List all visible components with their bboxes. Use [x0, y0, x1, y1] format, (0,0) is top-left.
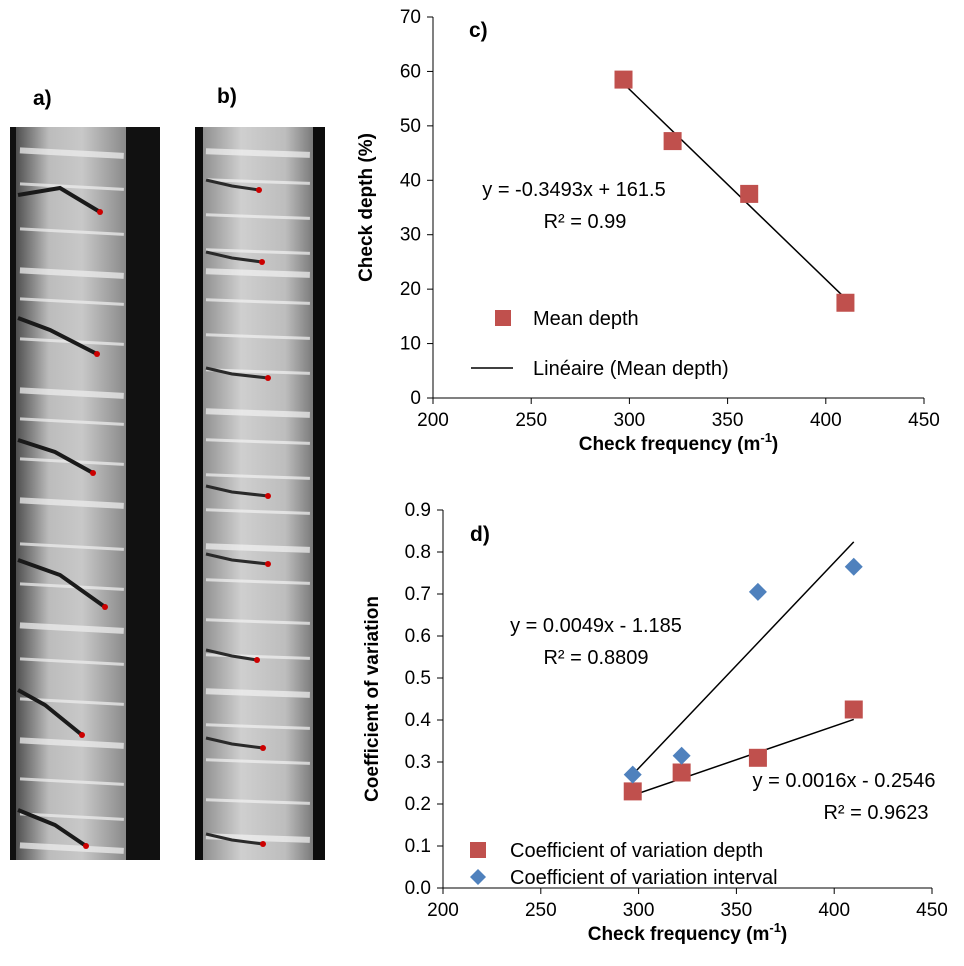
trendline: [632, 718, 855, 797]
y-tick-label: 0.6: [405, 626, 431, 647]
panel-label: c): [469, 19, 488, 42]
x-tick-label: 250: [515, 410, 547, 431]
x-axis-label: Check frequency (m-1): [579, 430, 779, 455]
legend-swatch: [470, 842, 486, 858]
legend-swatch: [495, 310, 511, 326]
data-point: [836, 293, 855, 312]
y-tick-label: 40: [400, 170, 421, 191]
data-point: [623, 782, 642, 801]
data-point: [623, 765, 642, 784]
legend-entry: Linéaire (Mean depth): [533, 358, 729, 380]
y-tick-label: 0.9: [405, 500, 431, 521]
chart-c: 0 10 20 30 40 50 60 70 200 250 300 350 400 450 Check f…: [356, 7, 940, 455]
y-tick-label: 0: [410, 388, 421, 409]
x-tick-label: 350: [721, 900, 753, 921]
data-point: [844, 557, 863, 576]
data-point: [663, 132, 682, 151]
panel-label: d): [470, 523, 490, 546]
trendline-equation: y = -0.3493x + 161.5: [482, 179, 665, 201]
trendline-r2: R² = 0.8809: [543, 647, 648, 669]
y-tick-label: 60: [400, 61, 421, 82]
y-tick-label: 70: [400, 7, 421, 28]
x-tick-label: 400: [818, 900, 850, 921]
x-tick-label: 200: [427, 900, 459, 921]
y-tick-label: 0.2: [405, 794, 431, 815]
x-axis-label: Check frequency (m-1): [588, 920, 788, 945]
y-tick-label: 0.7: [405, 584, 431, 605]
legend-swatch: [470, 869, 486, 885]
legend-entry: Coefficient of variation interval: [510, 867, 778, 889]
panel-a-label: a): [33, 87, 52, 110]
x-tick-label: 250: [525, 900, 557, 921]
trendline-equation: y = 0.0016x - 0.2546: [753, 770, 936, 792]
data-point: [614, 70, 633, 89]
panel-b-label: b): [217, 85, 237, 108]
chart-d: 0.0 0.1 0.2 0.3 0.4 0.5 0.6 0.7 0.8 0.9 200 250 300 3…: [362, 500, 948, 945]
legend-entry: Coefficient of variation depth: [510, 840, 763, 862]
x-tick-label: 350: [712, 410, 744, 431]
data-point: [748, 748, 767, 767]
photo-b: [195, 127, 325, 860]
y-tick-label: 0.4: [405, 710, 432, 731]
data-point: [672, 763, 691, 782]
y-tick-label: 10: [400, 334, 421, 355]
y-tick-label: 0.0: [405, 878, 431, 899]
y-axis-label: Check depth (%): [356, 133, 377, 282]
y-tick-label: 0.1: [405, 836, 431, 857]
photo-a: [10, 127, 160, 860]
x-tick-label: 400: [810, 410, 842, 431]
trendline: [622, 83, 846, 300]
trendline-r2: R² = 0.99: [544, 211, 627, 233]
x-tick-label: 300: [614, 410, 646, 431]
y-tick-label: 0.3: [405, 752, 431, 773]
y-tick-label: 0.5: [405, 668, 431, 689]
data-point: [672, 746, 691, 765]
x-tick-label: 300: [623, 900, 655, 921]
y-tick-label: 30: [400, 225, 421, 246]
y-tick-label: 0.8: [405, 542, 431, 563]
y-tick-label: 20: [400, 279, 421, 300]
y-axis-label: Coefficient of variation: [362, 596, 383, 802]
trendline-r2: R² = 0.9623: [823, 802, 928, 824]
y-tick-label: 50: [400, 116, 421, 137]
x-tick-label: 450: [916, 900, 948, 921]
trendline-equation: y = 0.0049x - 1.185: [510, 615, 682, 637]
trendline: [632, 541, 855, 775]
data-point: [748, 582, 767, 601]
x-tick-label: 450: [908, 410, 940, 431]
x-tick-label: 200: [417, 410, 449, 431]
data-point: [844, 700, 863, 719]
data-point: [740, 184, 759, 203]
legend-entry: Mean depth: [533, 308, 639, 330]
